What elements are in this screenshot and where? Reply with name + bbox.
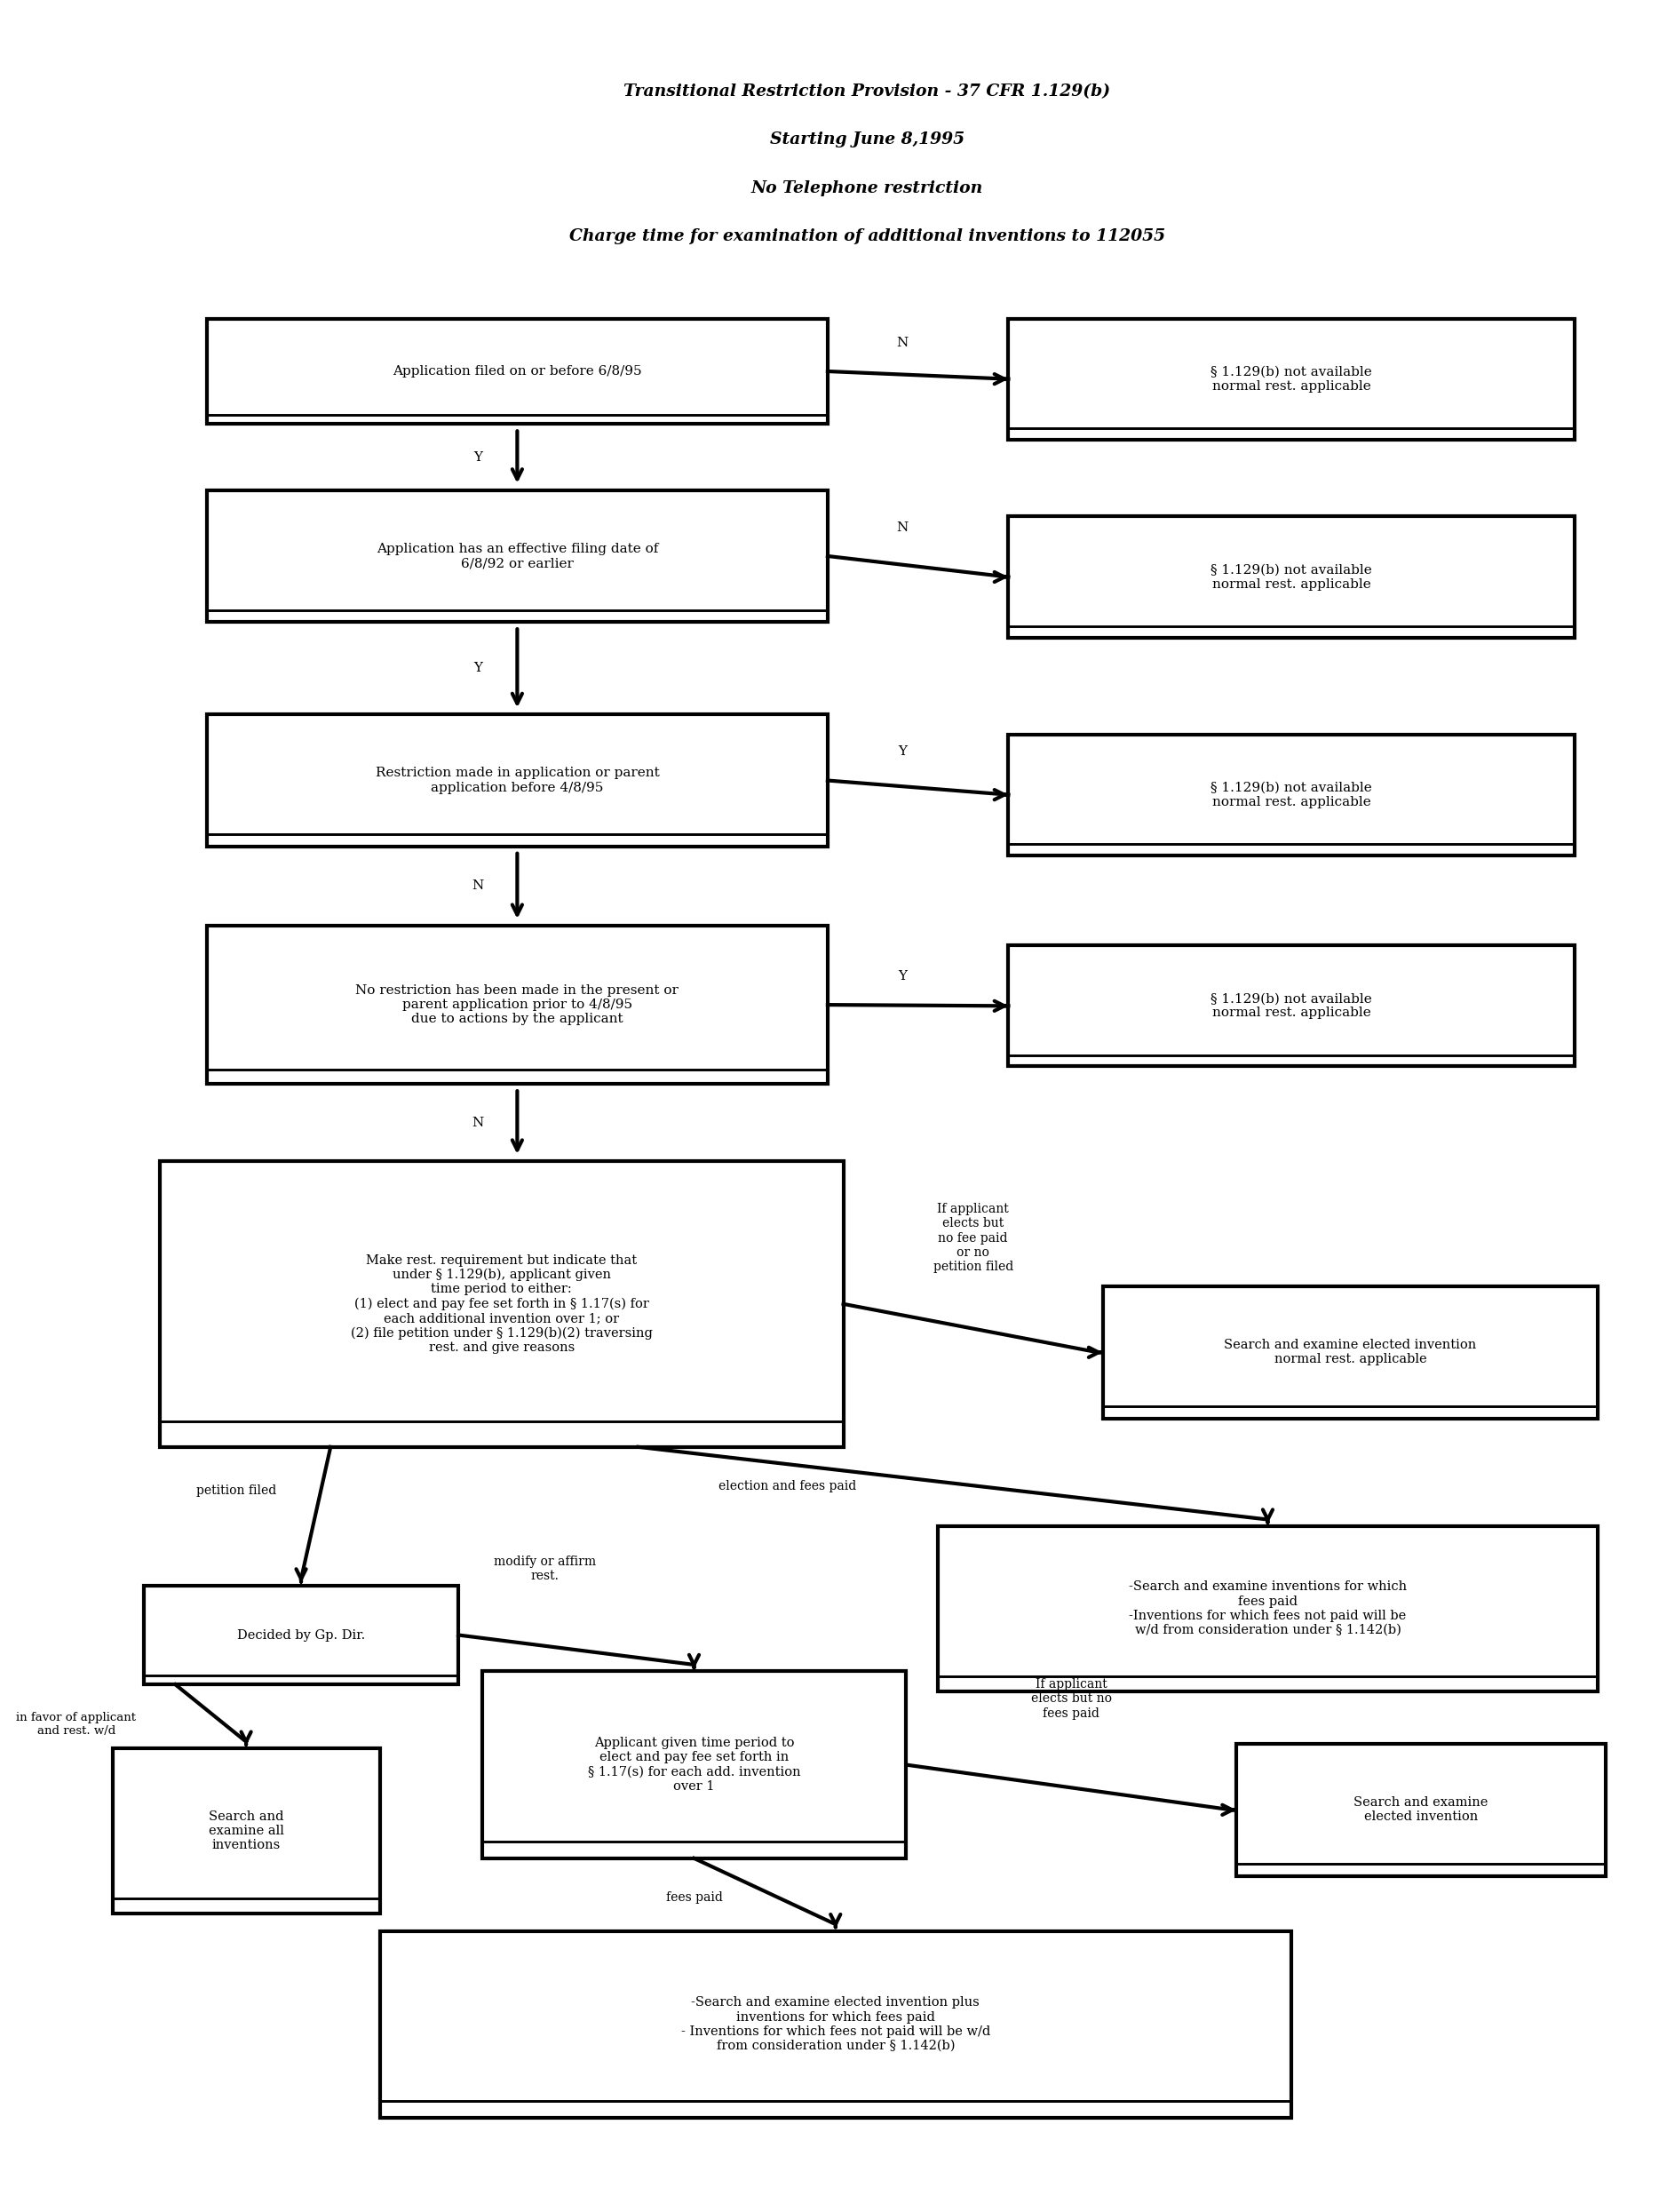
FancyBboxPatch shape xyxy=(481,1672,906,1858)
FancyBboxPatch shape xyxy=(207,319,828,425)
Text: Application filed on or before 6/8/95: Application filed on or before 6/8/95 xyxy=(393,365,642,378)
Text: Transitional Restriction Provision - 37 CFR 1.129(b): Transitional Restriction Provision - 37 … xyxy=(624,84,1110,100)
Text: N: N xyxy=(896,336,907,349)
Text: Search and examine elected invention
normal rest. applicable: Search and examine elected invention nor… xyxy=(1224,1338,1477,1365)
Text: -Search and examine elected invention plus
inventions for which fees paid
- Inve: -Search and examine elected invention pl… xyxy=(680,1997,990,2053)
Text: N: N xyxy=(473,880,484,891)
Text: fees paid: fees paid xyxy=(665,1891,722,1905)
Text: modify or affirm
rest.: modify or affirm rest. xyxy=(494,1555,596,1582)
FancyBboxPatch shape xyxy=(1009,945,1574,1066)
Text: in favor of applicant
and rest. w/d: in favor of applicant and rest. w/d xyxy=(17,1712,136,1736)
Text: § 1.129(b) not available
normal rest. applicable: § 1.129(b) not available normal rest. ap… xyxy=(1211,993,1372,1020)
Text: Search and examine
elected invention: Search and examine elected invention xyxy=(1354,1796,1488,1823)
FancyBboxPatch shape xyxy=(207,491,828,622)
Text: No restriction has been made in the present or
parent application prior to 4/8/9: No restriction has been made in the pres… xyxy=(355,984,679,1026)
Text: election and fees paid: election and fees paid xyxy=(718,1480,856,1493)
Text: -Search and examine inventions for which
fees paid
-Inventions for which fees no: -Search and examine inventions for which… xyxy=(1128,1582,1407,1637)
Text: Charge time for examination of additional inventions to 112055: Charge time for examination of additiona… xyxy=(569,228,1165,243)
Text: If applicant
elects but no
fees paid: If applicant elects but no fees paid xyxy=(1030,1679,1112,1719)
Text: Starting June 8,1995: Starting June 8,1995 xyxy=(770,131,964,148)
FancyBboxPatch shape xyxy=(1103,1287,1598,1418)
Text: § 1.129(b) not available
normal rest. applicable: § 1.129(b) not available normal rest. ap… xyxy=(1211,781,1372,807)
Text: Y: Y xyxy=(473,451,483,462)
Text: § 1.129(b) not available
normal rest. applicable: § 1.129(b) not available normal rest. ap… xyxy=(1211,564,1372,591)
FancyBboxPatch shape xyxy=(207,714,828,847)
Text: N: N xyxy=(473,1117,484,1128)
Text: petition filed: petition filed xyxy=(196,1484,277,1498)
Text: Restriction made in application or parent
application before 4/8/95: Restriction made in application or paren… xyxy=(375,768,659,794)
Text: § 1.129(b) not available
normal rest. applicable: § 1.129(b) not available normal rest. ap… xyxy=(1211,365,1372,392)
FancyBboxPatch shape xyxy=(380,1931,1291,2117)
FancyBboxPatch shape xyxy=(1009,734,1574,856)
Text: Application has an effective filing date of
6/8/92 or earlier: Application has an effective filing date… xyxy=(377,542,659,568)
Text: Search and
examine all
inventions: Search and examine all inventions xyxy=(209,1809,284,1851)
FancyBboxPatch shape xyxy=(1236,1743,1606,1876)
Text: Make rest. requirement but indicate that
under § 1.129(b), applicant given
time : Make rest. requirement but indicate that… xyxy=(350,1254,652,1354)
Text: Y: Y xyxy=(898,971,907,982)
FancyBboxPatch shape xyxy=(159,1161,843,1447)
Text: Y: Y xyxy=(473,661,483,675)
FancyBboxPatch shape xyxy=(937,1526,1598,1692)
FancyBboxPatch shape xyxy=(1009,515,1574,637)
FancyBboxPatch shape xyxy=(207,925,828,1084)
FancyBboxPatch shape xyxy=(1009,319,1574,440)
Text: If applicant
elects but
no fee paid
or no
petition filed: If applicant elects but no fee paid or n… xyxy=(932,1203,1014,1272)
Text: N: N xyxy=(896,522,907,533)
Text: Decided by Gp. Dir.: Decided by Gp. Dir. xyxy=(237,1628,365,1641)
Text: No Telephone restriction: No Telephone restriction xyxy=(752,179,984,197)
FancyBboxPatch shape xyxy=(144,1586,458,1686)
Text: Y: Y xyxy=(898,745,907,759)
FancyBboxPatch shape xyxy=(113,1747,380,1913)
Text: Applicant given time period to
elect and pay fee set forth in
§ 1.17(s) for each: Applicant given time period to elect and… xyxy=(587,1736,800,1792)
